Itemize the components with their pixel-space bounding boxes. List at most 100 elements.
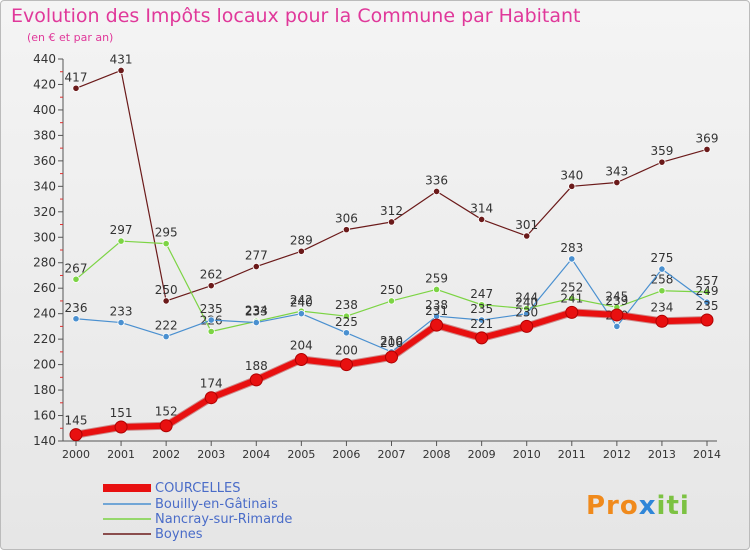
- data-point: [387, 297, 396, 305]
- data-point: [613, 178, 621, 187]
- data-label: 151: [110, 406, 133, 420]
- data-label: 314: [470, 201, 493, 215]
- data-label: 250: [155, 283, 178, 297]
- data-label: 188: [245, 359, 268, 373]
- data-label: 239: [605, 294, 628, 308]
- data-point: [703, 288, 711, 296]
- data-label: 238: [335, 298, 358, 312]
- data-label: 200: [335, 344, 358, 358]
- data-label: 267: [65, 261, 88, 275]
- data-label: 297: [110, 223, 133, 237]
- y-tick-label: 220: [33, 332, 56, 346]
- data-label: 301: [515, 218, 538, 232]
- x-tick-label: 2005: [287, 448, 315, 461]
- y-tick-label: 140: [33, 434, 56, 448]
- data-label: 204: [290, 339, 313, 353]
- y-tick-label: 420: [33, 77, 56, 91]
- data-point: [478, 215, 486, 224]
- data-label: 289: [290, 233, 313, 247]
- data-label: 242: [290, 293, 313, 307]
- data-label: 241: [560, 291, 583, 305]
- data-point: [72, 315, 80, 323]
- data-label: 343: [605, 165, 628, 179]
- data-point: [703, 298, 711, 306]
- data-label: 233: [245, 305, 268, 319]
- data-label: 236: [65, 301, 88, 315]
- data-label: 340: [560, 168, 583, 182]
- data-label: 262: [200, 268, 223, 282]
- legend-label: COURCELLES: [155, 481, 240, 496]
- x-tick-label: 2010: [513, 448, 541, 461]
- data-label: 234: [650, 300, 673, 314]
- data-label: 206: [380, 336, 403, 350]
- logo-part-2: x: [638, 491, 657, 521]
- data-label: 240: [290, 296, 313, 310]
- data-point: [700, 313, 714, 327]
- data-label: 234: [245, 303, 268, 317]
- data-point: [478, 316, 486, 324]
- x-tick-label: 2001: [107, 448, 135, 461]
- data-label: 275: [650, 251, 673, 265]
- x-tick-label: 2011: [558, 448, 586, 461]
- chart-subtitle: (en € et par an): [27, 31, 114, 44]
- data-point: [478, 301, 486, 309]
- y-tick-label: 440: [33, 52, 56, 66]
- data-point: [610, 308, 624, 322]
- data-label: 174: [200, 377, 223, 391]
- x-tick-label: 2002: [152, 448, 180, 461]
- data-point: [568, 294, 576, 302]
- data-label: 240: [515, 296, 538, 310]
- data-point: [204, 391, 218, 405]
- data-label: 250: [380, 283, 403, 297]
- y-tick-label: 240: [33, 307, 56, 321]
- y-tick-label: 360: [33, 154, 56, 168]
- data-point: [342, 226, 351, 234]
- data-point: [432, 285, 441, 294]
- data-point: [297, 247, 305, 255]
- x-tick-label: 2006: [332, 448, 360, 461]
- data-point: [342, 329, 351, 337]
- x-tick-label: 2004: [242, 448, 270, 461]
- x-tick-label: 2013: [648, 448, 676, 461]
- x-tick-label: 2007: [378, 448, 406, 461]
- legend-label: Bouilly-en-Gâtinais: [155, 497, 278, 512]
- data-point: [207, 327, 215, 336]
- legend-label: Nancray-sur-Rimarde: [155, 512, 292, 527]
- y-tick-label: 380: [33, 128, 56, 142]
- logo-part-3: iti: [656, 491, 690, 521]
- data-label: 233: [110, 305, 133, 319]
- data-label: 238: [425, 298, 448, 312]
- y-tick-label: 280: [33, 256, 56, 270]
- data-label: 249: [696, 284, 719, 298]
- data-point: [613, 322, 621, 330]
- data-label: 277: [245, 249, 268, 263]
- x-tick-label: 2014: [693, 448, 721, 461]
- data-label: 235: [470, 302, 493, 316]
- data-point: [249, 373, 263, 387]
- data-label: 252: [560, 280, 583, 294]
- data-point: [114, 420, 128, 434]
- data-point: [520, 319, 534, 333]
- data-point: [523, 310, 531, 318]
- data-label: 225: [335, 315, 358, 329]
- data-point: [294, 353, 308, 367]
- data-label: 312: [380, 204, 403, 218]
- x-tick-label: 2003: [197, 448, 225, 461]
- data-point: [568, 182, 576, 190]
- data-label: 231: [425, 304, 448, 318]
- y-tick-label: 340: [33, 179, 56, 193]
- y-tick-label: 200: [33, 358, 56, 372]
- data-point: [430, 318, 444, 332]
- data-label: 259: [425, 271, 448, 285]
- data-label: 295: [155, 226, 178, 240]
- data-label: 431: [110, 52, 133, 66]
- data-point: [658, 265, 666, 273]
- data-point: [207, 316, 215, 324]
- data-point: [658, 158, 666, 166]
- data-label: 417: [65, 70, 88, 84]
- data-point: [159, 419, 173, 433]
- data-label: 247: [470, 287, 493, 301]
- data-point: [72, 84, 80, 92]
- chart-title: Evolution des Impôts locaux pour la Comm…: [11, 5, 581, 27]
